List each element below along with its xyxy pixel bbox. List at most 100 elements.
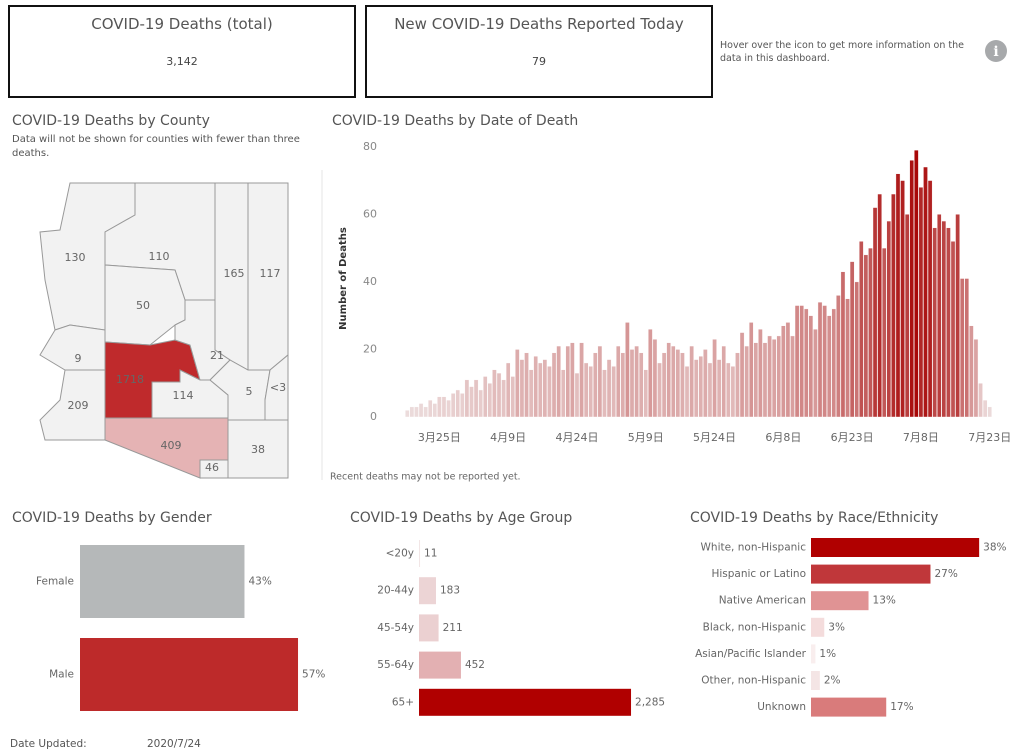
bar <box>602 369 607 418</box>
bar <box>936 214 942 418</box>
value-label: 3% <box>828 621 845 633</box>
bar <box>950 241 956 418</box>
kpi-title: New COVID-19 Deaths Reported Today <box>394 15 684 33</box>
bar <box>671 345 676 418</box>
bar <box>726 362 731 418</box>
bar <box>969 325 974 418</box>
bar <box>813 328 818 418</box>
info-icon-glyph[interactable]: i <box>993 44 998 60</box>
x-tick-label: 6月23日 <box>831 431 874 444</box>
bar <box>414 406 419 418</box>
bar <box>707 362 713 418</box>
bar <box>538 362 543 418</box>
value-label: 211 <box>443 622 463 634</box>
bar <box>811 617 825 637</box>
bar <box>629 349 635 418</box>
bar <box>455 389 461 418</box>
bar <box>863 254 869 418</box>
bar <box>551 352 557 418</box>
bar <box>533 355 538 418</box>
bar <box>941 220 947 418</box>
county-label: 209 <box>68 399 89 412</box>
bar <box>748 322 754 418</box>
bar <box>808 315 814 418</box>
bar <box>450 393 456 418</box>
bar <box>826 315 832 418</box>
category-label: Black, non-Hispanic <box>703 621 807 633</box>
county-label: 165 <box>224 267 245 280</box>
bar <box>900 180 905 418</box>
bar <box>762 342 768 418</box>
bar <box>799 305 804 418</box>
bar <box>638 352 644 418</box>
bar <box>570 342 575 418</box>
bar <box>478 389 483 418</box>
bar <box>615 345 621 418</box>
bar <box>643 369 649 418</box>
bar <box>955 214 960 418</box>
x-tick-label: 4月24日 <box>555 431 598 444</box>
value-label: 2% <box>824 675 841 687</box>
footer-label: Date Updated: <box>10 738 87 750</box>
bar <box>588 366 593 418</box>
bar <box>620 352 626 418</box>
bar <box>822 305 827 418</box>
bar <box>418 403 424 418</box>
bar <box>840 271 846 418</box>
note: Recent deaths may not be reported yet. <box>330 472 521 483</box>
county-label: 117 <box>260 267 281 280</box>
bar <box>849 261 855 418</box>
county-label: 21 <box>210 349 224 362</box>
bar <box>446 399 451 418</box>
bar <box>441 396 447 418</box>
bar <box>758 328 763 418</box>
bar <box>693 359 699 418</box>
bar <box>923 166 928 418</box>
bar <box>753 342 759 418</box>
bar <box>781 325 786 418</box>
bar <box>891 193 896 418</box>
bar <box>868 247 873 418</box>
bar <box>473 379 479 418</box>
chart-title: COVID-19 Deaths by Date of Death <box>332 113 578 129</box>
bar <box>959 278 965 418</box>
bar <box>904 214 910 418</box>
bar <box>597 345 603 418</box>
bar <box>836 295 841 418</box>
info-icon[interactable] <box>985 40 1007 62</box>
bar <box>978 383 983 418</box>
value-label: 17% <box>890 701 913 713</box>
bar <box>771 339 777 418</box>
chart-title: COVID-19 Deaths by Gender <box>12 510 212 526</box>
bar <box>432 403 438 418</box>
bar <box>661 352 667 418</box>
bar <box>703 349 708 418</box>
category-label: Asian/Pacific Islander <box>695 648 807 660</box>
bar <box>565 345 571 418</box>
bar <box>684 366 690 418</box>
bar <box>419 651 461 679</box>
category-label: Male <box>49 669 74 681</box>
x-tick-label: 7月23日 <box>968 431 1011 444</box>
bar <box>982 399 988 418</box>
bar <box>817 301 823 418</box>
category-label: Unknown <box>757 701 806 713</box>
bar <box>542 359 548 418</box>
bar <box>811 591 869 611</box>
y-tick-label: 80 <box>363 140 377 153</box>
bar <box>811 564 931 584</box>
value-label: 2,285 <box>635 696 665 708</box>
bar <box>831 308 837 418</box>
bar <box>510 376 516 418</box>
bar <box>652 339 658 418</box>
bar <box>648 328 653 418</box>
kpi-card: New COVID-19 Deaths Reported Today 79 <box>365 5 713 98</box>
value-label: 13% <box>873 595 896 607</box>
county <box>39 369 106 441</box>
bar <box>987 406 992 418</box>
bar <box>437 396 442 418</box>
category-label: Other, non-Hispanic <box>701 675 806 687</box>
bar <box>501 379 506 418</box>
x-tick-label: 5月24日 <box>693 431 736 444</box>
